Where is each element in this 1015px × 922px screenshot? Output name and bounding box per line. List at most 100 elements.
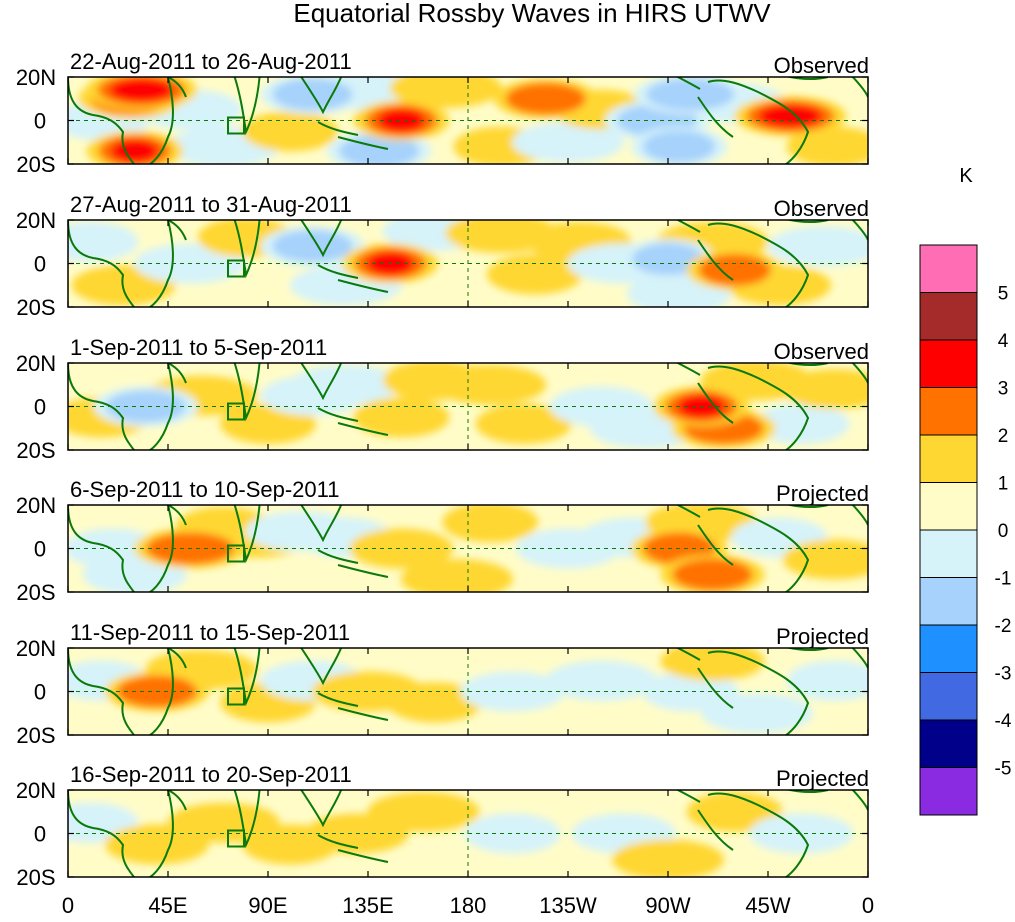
region-box bbox=[227, 402, 245, 421]
panels: 20N 0 20S 22-Aug-2011 to 26-Aug-2011 Observe… bbox=[16, 49, 869, 890]
region-box bbox=[227, 687, 245, 706]
anomaly-contour bbox=[686, 791, 783, 832]
y-tick-label: 0 bbox=[34, 395, 46, 420]
y-tick-label: 0 bbox=[34, 680, 46, 705]
panel-period-label: 22-Aug-2011 to 26-Aug-2011 bbox=[70, 49, 352, 74]
x-tick-label: 0 bbox=[62, 893, 74, 918]
panel-status-label: Projected bbox=[776, 481, 869, 506]
region-box bbox=[227, 116, 245, 135]
anomaly-contour bbox=[68, 221, 139, 262]
anomaly-contour bbox=[289, 364, 402, 405]
x-tick-label: 180 bbox=[450, 893, 487, 918]
panel-status-label: Observed bbox=[774, 53, 869, 78]
region-box bbox=[227, 259, 245, 278]
y-tick-label: 0 bbox=[34, 822, 46, 847]
panel-period-label: 11-Sep-2011 to 15-Sep-2011 bbox=[70, 620, 350, 645]
anomaly-contour bbox=[753, 403, 850, 444]
x-tick-label: 135W bbox=[539, 893, 597, 918]
colorbar-level-label: -5 bbox=[995, 759, 1012, 780]
y-tick-label: 20S bbox=[16, 723, 55, 748]
anomaly-contour bbox=[109, 78, 174, 103]
colorbar-level-label: 4 bbox=[998, 331, 1009, 352]
colorbar-box bbox=[919, 672, 978, 721]
y-tick-label: 20N bbox=[16, 208, 56, 233]
colorbar-box bbox=[919, 719, 978, 768]
anomaly-contour bbox=[389, 77, 502, 108]
colorbar-box bbox=[919, 624, 978, 673]
x-tick-label: 45W bbox=[745, 893, 790, 918]
anomaly-contour bbox=[698, 254, 771, 287]
anomaly-contour bbox=[758, 104, 823, 129]
y-tick-label: 20N bbox=[16, 636, 56, 661]
colorbar-level-label: 3 bbox=[998, 379, 1009, 400]
colorbar-level-label: -3 bbox=[995, 664, 1012, 685]
region-box bbox=[227, 544, 245, 563]
anomaly-contour bbox=[110, 138, 159, 163]
anomaly-contour bbox=[512, 122, 624, 163]
panel-status-label: Projected bbox=[776, 766, 869, 791]
y-tick-label: 20S bbox=[16, 152, 55, 177]
panel-3: 20N 0 20S 1-Sep-2011 to 5-Sep-2011 Observed bbox=[16, 335, 869, 463]
colorbar-box bbox=[919, 387, 978, 436]
panel-period-label: 16-Sep-2011 to 20-Sep-2011 bbox=[70, 762, 352, 787]
panel-4: 20N 0 20S 6-Sep-2011 to 10-Sep-2011 Projecte… bbox=[16, 477, 869, 605]
colorbar: K 5 4 3 2 1 0 -1 -2 -3 -4 -5 bbox=[919, 165, 1012, 816]
x-tick-label: 45E bbox=[148, 893, 187, 918]
x-axis: 0 45E 90E 135E 180 135W 90W 45W 0 bbox=[62, 893, 874, 918]
anomaly-contour bbox=[353, 397, 450, 438]
panel-5: 20N 0 20S 11-Sep-2011 to 15-Sep-2011 Project… bbox=[16, 620, 869, 748]
colorbar-level-label: 1 bbox=[998, 474, 1009, 495]
y-tick-label: 20S bbox=[16, 865, 55, 890]
anomaly-contour bbox=[700, 693, 813, 734]
y-tick-label: 20N bbox=[16, 65, 56, 90]
panel-status-label: Projected bbox=[776, 624, 869, 649]
anomaly-contour bbox=[272, 230, 353, 263]
x-tick-label: 0 bbox=[862, 893, 874, 918]
y-tick-label: 20N bbox=[16, 351, 56, 376]
anomaly-contour bbox=[632, 243, 704, 276]
colorbar-box bbox=[919, 482, 978, 531]
anomaly-contour bbox=[505, 82, 586, 115]
anomaly-contour bbox=[349, 528, 454, 569]
x-tick-label: 90E bbox=[248, 893, 287, 918]
panel-2: 20N 0 20S 27-Aug-2011 to 31-Aug-2011 Observe… bbox=[16, 192, 869, 320]
x-tick-label: 135E bbox=[342, 893, 393, 918]
anomaly-contour bbox=[643, 130, 716, 163]
y-tick-label: 20N bbox=[16, 493, 56, 518]
panel-6: 20N 0 20S 16-Sep-2011 to 20-Sep-2011 Project… bbox=[16, 762, 869, 890]
anomaly-contour bbox=[660, 648, 765, 682]
anomaly-contour bbox=[486, 254, 583, 295]
colorbar-box bbox=[919, 767, 978, 816]
anomaly-contour bbox=[786, 660, 868, 701]
colorbar-box bbox=[919, 339, 978, 388]
colorbar-level-label: 5 bbox=[998, 284, 1009, 305]
colorbar-box bbox=[919, 244, 978, 293]
colorbar-box bbox=[919, 529, 978, 578]
y-tick-label: 0 bbox=[34, 252, 46, 277]
y-tick-label: 20S bbox=[16, 438, 55, 463]
panel-1: 20N 0 20S 22-Aug-2011 to 26-Aug-2011 Observe… bbox=[16, 49, 869, 177]
panel-period-label: 6-Sep-2011 to 10-Sep-2011 bbox=[70, 477, 340, 502]
panel-status-label: Observed bbox=[774, 339, 869, 364]
anomaly-contour bbox=[475, 403, 572, 444]
anomaly-contour bbox=[367, 791, 480, 832]
anomaly-contour bbox=[646, 78, 735, 111]
colorbar-labels: 5 4 3 2 1 0 -1 -2 -3 -4 -5 bbox=[995, 284, 1012, 780]
colorbar-level-label: 0 bbox=[998, 521, 1009, 542]
y-tick-label: 20S bbox=[16, 580, 55, 605]
anomaly-contour bbox=[377, 108, 426, 133]
colorbar-level-label: 2 bbox=[998, 426, 1009, 447]
chart-title: Equatorial Rossby Waves in HIRS UTWV bbox=[293, 0, 771, 28]
anomaly-contour bbox=[442, 505, 539, 543]
colorbar-box bbox=[919, 292, 978, 341]
colorbar-boxes bbox=[919, 244, 978, 816]
y-tick-label: 0 bbox=[34, 537, 46, 562]
panel-status-label: Observed bbox=[774, 196, 869, 221]
colorbar-level-label: -2 bbox=[995, 616, 1012, 637]
anomaly-contour bbox=[782, 369, 868, 410]
anomaly-contour bbox=[242, 111, 339, 152]
colorbar-level-label: -1 bbox=[995, 569, 1012, 590]
colorbar-unit-label: K bbox=[959, 165, 973, 187]
anomaly-contour bbox=[464, 813, 561, 854]
colorbar-level-label: -4 bbox=[995, 711, 1012, 732]
